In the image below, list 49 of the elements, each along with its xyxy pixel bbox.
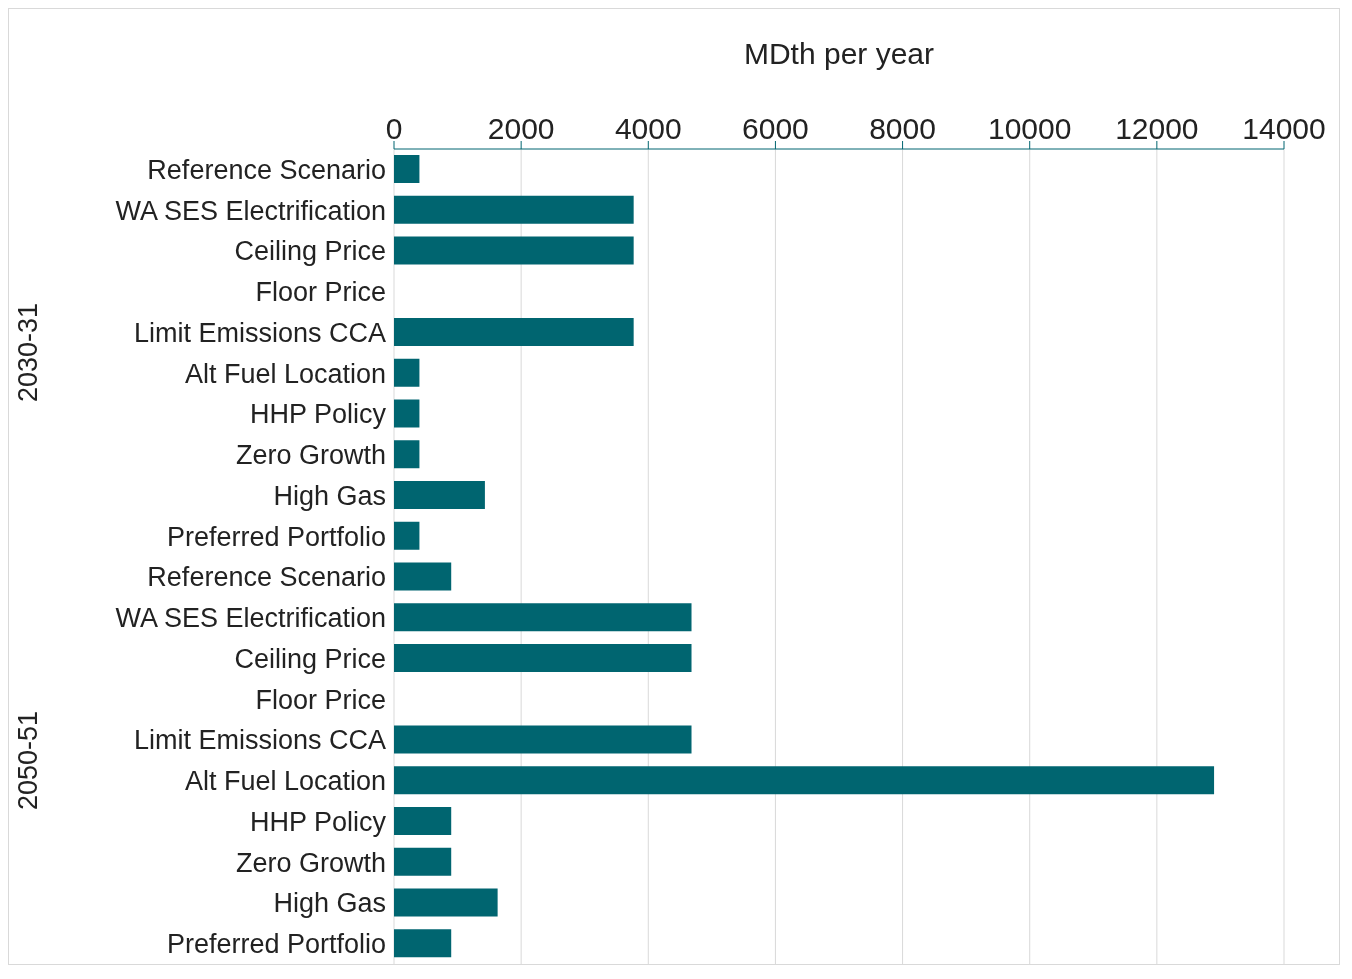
y-tick-label: Floor Price xyxy=(255,684,386,715)
bar xyxy=(394,358,420,387)
y-tick-label: Limit Emissions CCA xyxy=(133,725,386,756)
x-tick-label: 6000 xyxy=(742,112,809,145)
bar xyxy=(394,562,452,591)
y-tick-label: Alt Fuel Location xyxy=(184,766,386,797)
y-tick-label: WA SES Electrification xyxy=(115,603,386,634)
bar xyxy=(394,399,420,428)
bar xyxy=(394,847,452,876)
bar xyxy=(394,236,634,265)
y-tick-label: Limit Emissions CCA xyxy=(133,317,386,348)
y-tick-label: Preferred Portfolio xyxy=(166,929,386,960)
bar xyxy=(394,766,1215,795)
x-tick-label: 8000 xyxy=(869,112,936,145)
y-tick-label: Alt Fuel Location xyxy=(184,358,386,389)
bar xyxy=(394,195,634,224)
y-tick-label: High Gas xyxy=(273,888,386,919)
bar xyxy=(394,155,420,183)
y-tick-label: Floor Price xyxy=(255,277,386,308)
y-tick-label: Reference Scenario xyxy=(147,154,386,185)
x-axis-title: MDth per year xyxy=(742,37,936,71)
x-tick-label: 0 xyxy=(385,112,403,145)
bar xyxy=(394,440,420,469)
bar xyxy=(394,481,485,509)
y-tick-label: HHP Policy xyxy=(249,399,387,430)
y-tick-label: Preferred Portfolio xyxy=(166,521,386,552)
x-tick-label: 10000 xyxy=(988,112,1072,145)
group-label: 2050-51 xyxy=(12,709,45,812)
bar xyxy=(394,603,692,632)
x-tick-label: 12000 xyxy=(1115,112,1199,145)
x-tick-label: 2000 xyxy=(487,112,555,145)
bar xyxy=(394,318,634,346)
bar xyxy=(394,521,420,550)
y-tick-label: HHP Policy xyxy=(249,806,387,837)
x-tick-label: 4000 xyxy=(614,112,682,145)
y-tick-label: WA SES Electrification xyxy=(115,195,386,226)
y-tick-label: Ceiling Price xyxy=(234,236,386,267)
y-tick-label: Ceiling Price xyxy=(234,643,386,674)
y-tick-label: Zero Growth xyxy=(235,847,386,878)
y-tick-label: Reference Scenario xyxy=(147,562,386,593)
bar xyxy=(394,644,692,672)
y-tick-label: Zero Growth xyxy=(235,440,386,471)
bar xyxy=(394,929,452,958)
bar xyxy=(394,807,452,835)
bar xyxy=(394,888,498,917)
bar xyxy=(394,725,692,754)
x-tick-label: 14000 xyxy=(1242,112,1326,145)
group-label: 2030-31 xyxy=(12,302,45,405)
y-tick-label: High Gas xyxy=(273,480,386,511)
